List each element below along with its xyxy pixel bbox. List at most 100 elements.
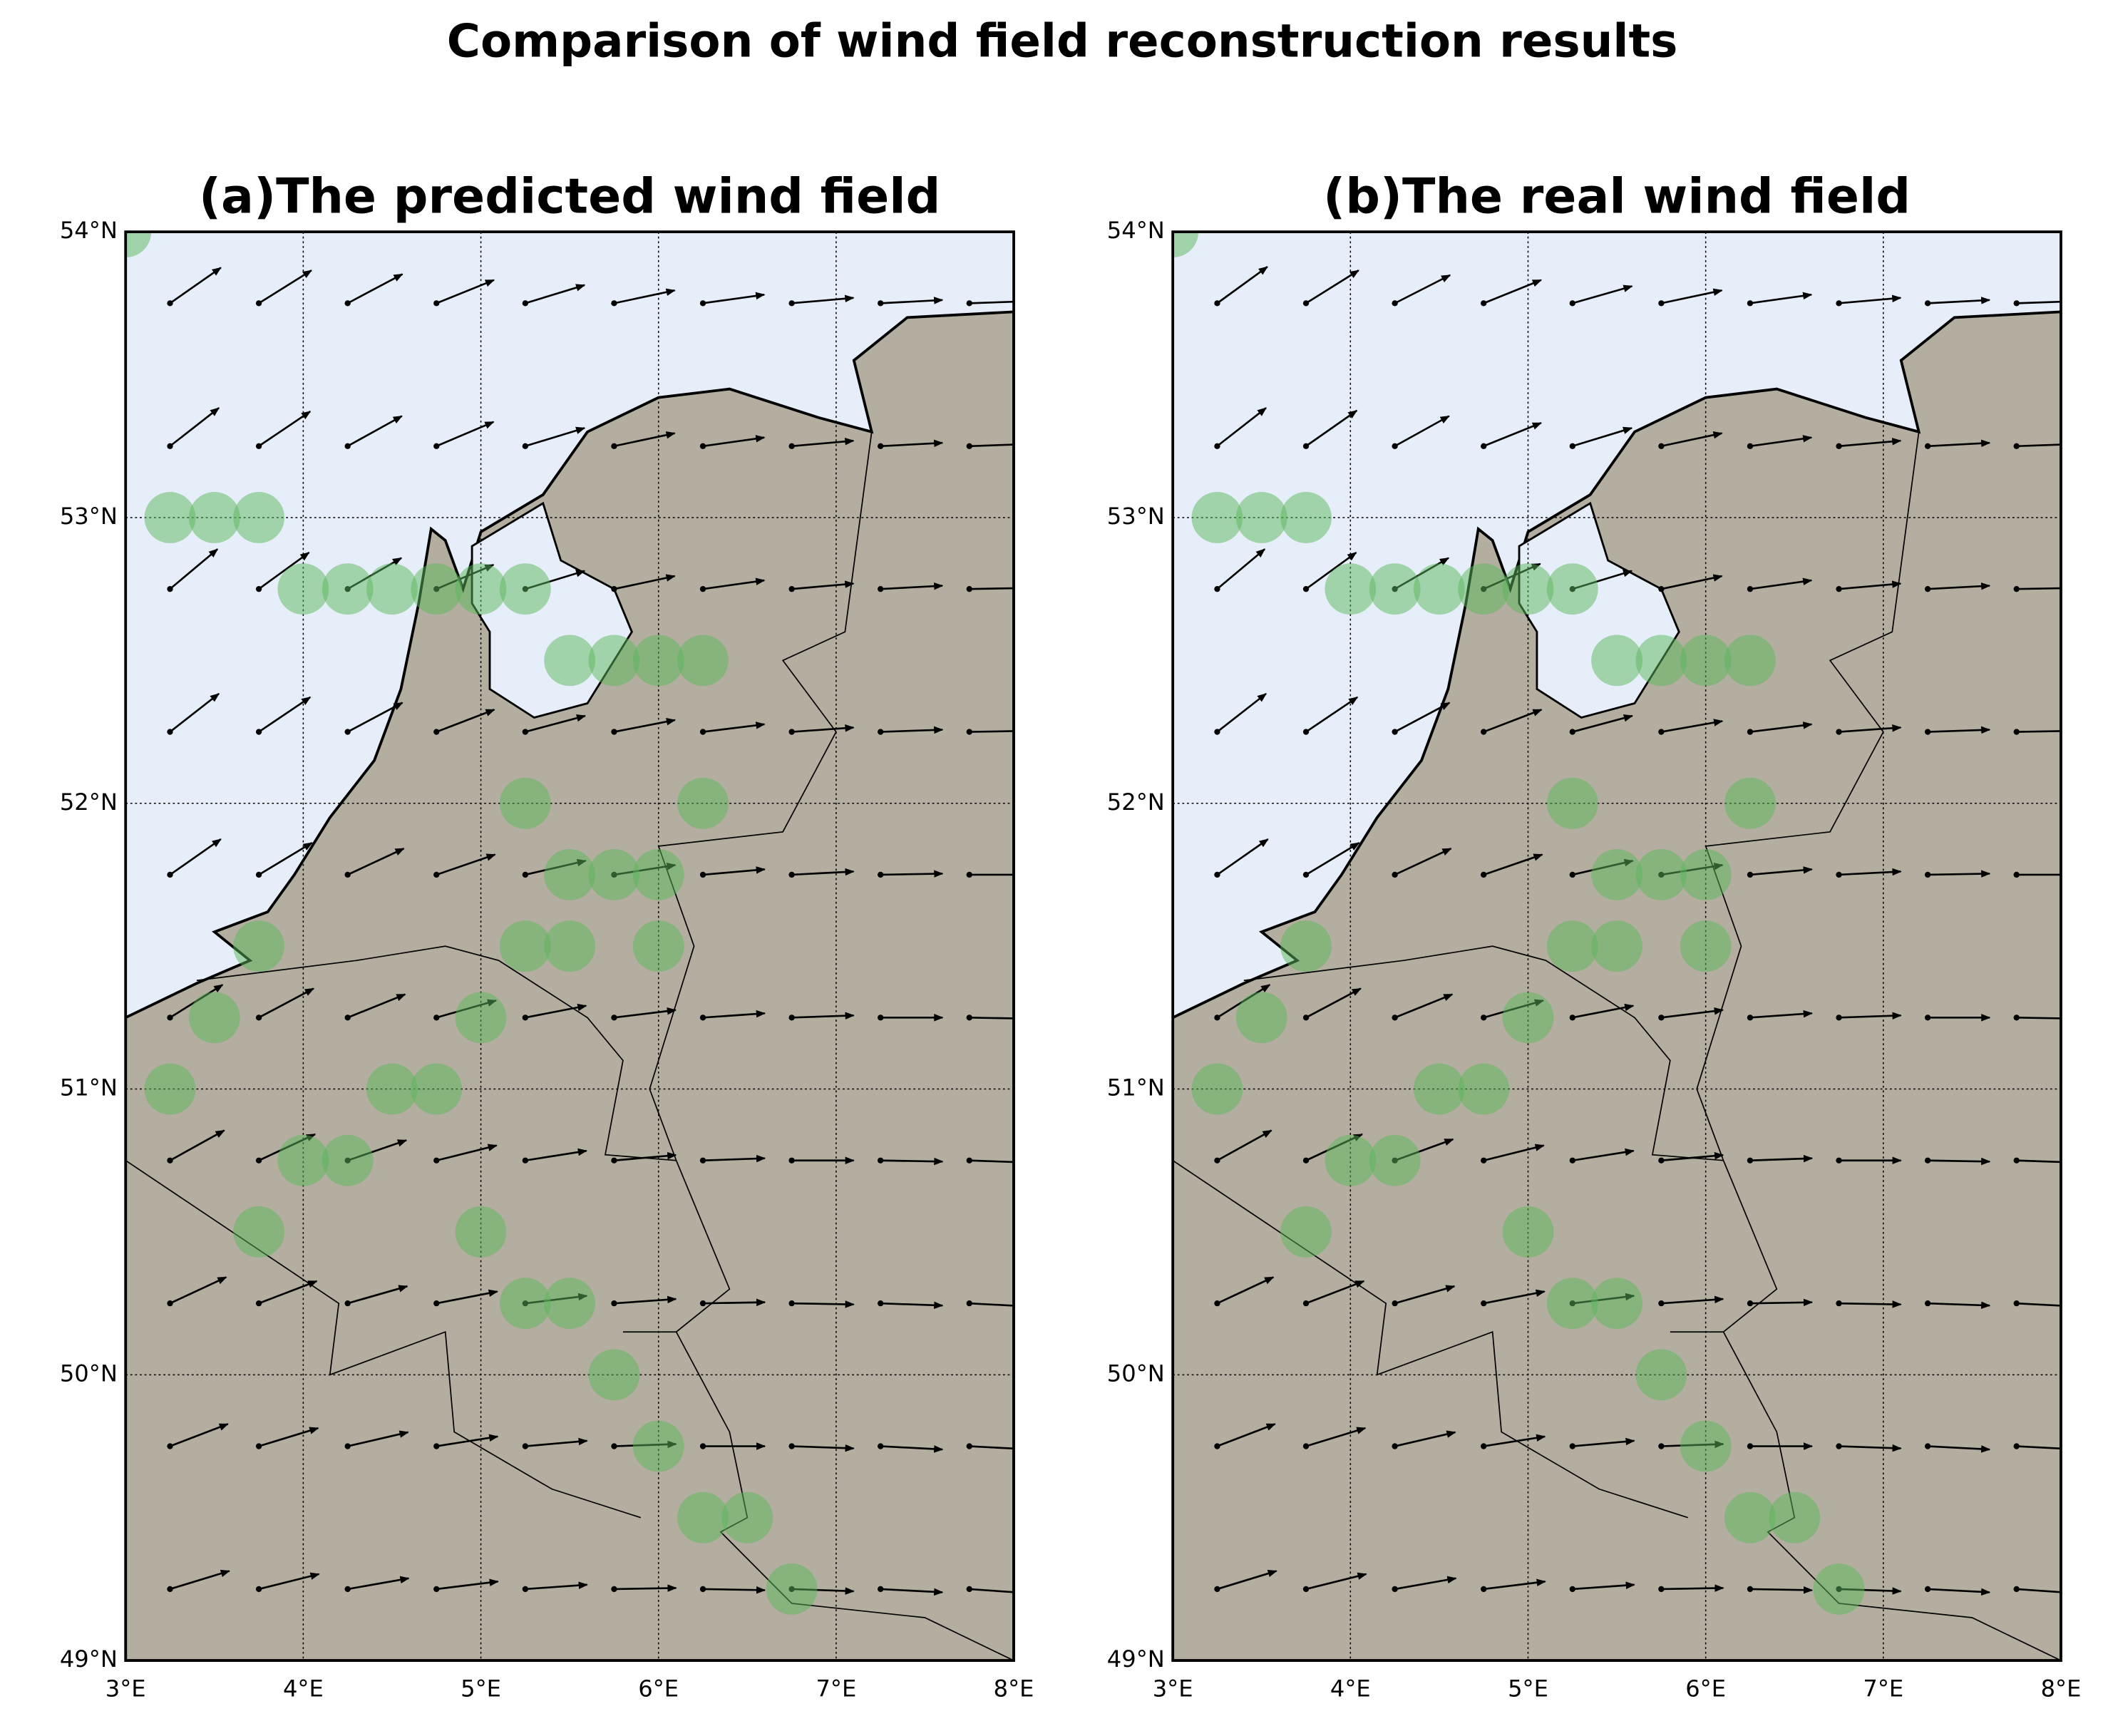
station	[1235, 492, 1287, 543]
station	[277, 1134, 329, 1186]
station	[1546, 920, 1598, 972]
wind-arrow	[1483, 421, 1543, 447]
wind-arrow	[1216, 1423, 1276, 1447]
wind-arrow	[2016, 1017, 2062, 1019]
station	[499, 920, 551, 972]
wind-arrow	[2016, 300, 2062, 304]
wind-arrow	[258, 987, 315, 1019]
y-tick-label: 52°N	[60, 789, 118, 816]
wind-arrow	[1839, 1012, 1902, 1020]
wind-arrow	[1928, 297, 1991, 304]
wind-arrow	[1305, 696, 1359, 733]
station	[188, 992, 240, 1044]
station	[588, 1349, 640, 1401]
wind-arrow	[1394, 702, 1451, 733]
wind-arrow	[436, 1578, 499, 1591]
station	[544, 849, 596, 900]
wind-arrow	[258, 842, 313, 876]
station	[1769, 1491, 1821, 1544]
wind-arrow	[1839, 437, 1902, 448]
wind-arrow	[436, 1144, 498, 1162]
wind-arrow	[614, 431, 676, 448]
wind-arrow	[1483, 1144, 1545, 1162]
station	[1591, 920, 1642, 972]
y-tick-label: 52°N	[1107, 789, 1165, 816]
wind-arrow	[614, 574, 676, 590]
station	[588, 635, 640, 687]
station	[125, 232, 152, 258]
arrow-tail	[344, 1443, 351, 1449]
wind-arrow	[614, 1151, 677, 1162]
wind-arrow	[347, 415, 403, 447]
station	[1502, 1206, 1554, 1258]
station	[1724, 777, 1776, 829]
station	[1280, 1206, 1332, 1258]
border	[675, 1160, 731, 1332]
station	[1191, 492, 1243, 543]
map-panel	[125, 232, 1014, 1661]
wind-arrow	[1749, 866, 1813, 876]
station	[188, 492, 240, 543]
wind-arrow	[969, 1302, 1014, 1307]
wind-arrow	[525, 284, 586, 304]
map-panel	[1173, 232, 2062, 1661]
station	[677, 1491, 729, 1544]
station	[1635, 635, 1687, 687]
station	[544, 920, 596, 972]
wind-arrow	[1394, 1576, 1457, 1591]
station	[144, 492, 196, 543]
wind-arrow	[258, 1572, 320, 1591]
arrow-tail	[344, 1586, 351, 1593]
border	[1243, 945, 1724, 1161]
wind-arrow	[1394, 848, 1452, 876]
station	[1546, 1278, 1598, 1330]
station	[455, 1206, 507, 1258]
wind-arrow	[969, 1159, 1014, 1164]
wind-arrow	[525, 1437, 588, 1447]
y-tick-label: 51°N	[60, 1074, 118, 1101]
arrow-tail	[433, 1586, 440, 1593]
wind-arrow	[170, 1423, 229, 1447]
wind-arrow	[791, 868, 855, 876]
wind-arrow	[702, 577, 766, 590]
station	[1325, 563, 1377, 615]
station	[1680, 849, 1732, 900]
arrow-tail	[611, 1443, 617, 1449]
wind-arrow	[1749, 1298, 1814, 1307]
station	[1280, 920, 1332, 972]
station	[1458, 1063, 1510, 1115]
wind-arrow	[1394, 1285, 1456, 1305]
wind-arrow	[258, 696, 312, 733]
wind-arrow	[2016, 1588, 2062, 1593]
wind-arrow	[791, 724, 855, 733]
wind-arrow	[1661, 431, 1723, 448]
wind-arrow	[436, 709, 495, 733]
wind-arrow	[1839, 1444, 1902, 1452]
station	[1191, 1063, 1243, 1115]
border	[1696, 431, 1920, 1161]
x-tick-label: 3°E	[1153, 1675, 1193, 1702]
wind-arrow	[258, 411, 312, 447]
station	[1724, 1491, 1776, 1544]
wind-arrow	[1216, 1276, 1275, 1305]
wind-arrow	[169, 692, 220, 733]
y-tick-label: 51°N	[1107, 1074, 1165, 1101]
station	[544, 1278, 596, 1330]
station	[766, 1563, 818, 1615]
arrow-tail	[522, 1586, 529, 1593]
wind-arrow	[1749, 1586, 1814, 1594]
arrow-tail	[522, 1443, 529, 1449]
wind-arrow	[1749, 292, 1813, 304]
station	[1680, 920, 1732, 972]
station	[411, 1063, 463, 1115]
wind-arrow	[1484, 1578, 1546, 1591]
wind-arrow	[969, 1445, 1014, 1450]
wind-arrow	[969, 1017, 1014, 1019]
arrow-tail	[1658, 1443, 1665, 1449]
wind-arrow	[1839, 1300, 1902, 1308]
wind-arrow	[170, 1569, 230, 1591]
wind-arrow	[1661, 574, 1723, 590]
border	[1722, 1160, 1778, 1332]
wind-arrow	[1216, 838, 1269, 876]
